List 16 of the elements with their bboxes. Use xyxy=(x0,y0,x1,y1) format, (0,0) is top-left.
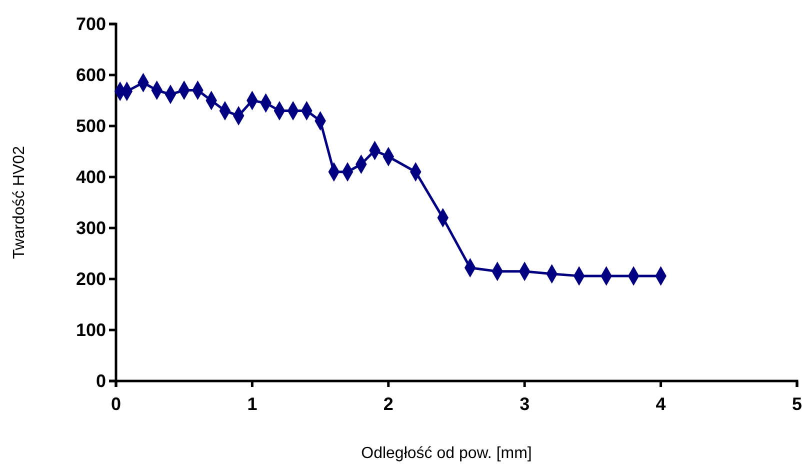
y-tick-label: 700 xyxy=(76,14,106,34)
x-axis-title: Odległość od pow. [mm] xyxy=(361,445,532,462)
y-tick-label: 0 xyxy=(96,370,106,391)
x-tick-label: 5 xyxy=(792,394,802,414)
x-tick-label: 3 xyxy=(520,394,530,414)
y-tick-label: 100 xyxy=(76,320,106,340)
x-tick-label: 1 xyxy=(247,394,258,414)
y-tick-label: 600 xyxy=(76,64,106,85)
y-tick-label: 500 xyxy=(76,116,106,136)
y-tick-label: 200 xyxy=(76,268,106,289)
x-tick-label: 4 xyxy=(656,394,666,414)
y-tick-label: 300 xyxy=(76,218,106,238)
y-tick-label: 400 xyxy=(76,166,106,187)
x-tick-label: 2 xyxy=(383,394,394,414)
y-axis-title: Twardość HV02 xyxy=(11,146,28,259)
x-tick-label: 0 xyxy=(110,394,122,414)
